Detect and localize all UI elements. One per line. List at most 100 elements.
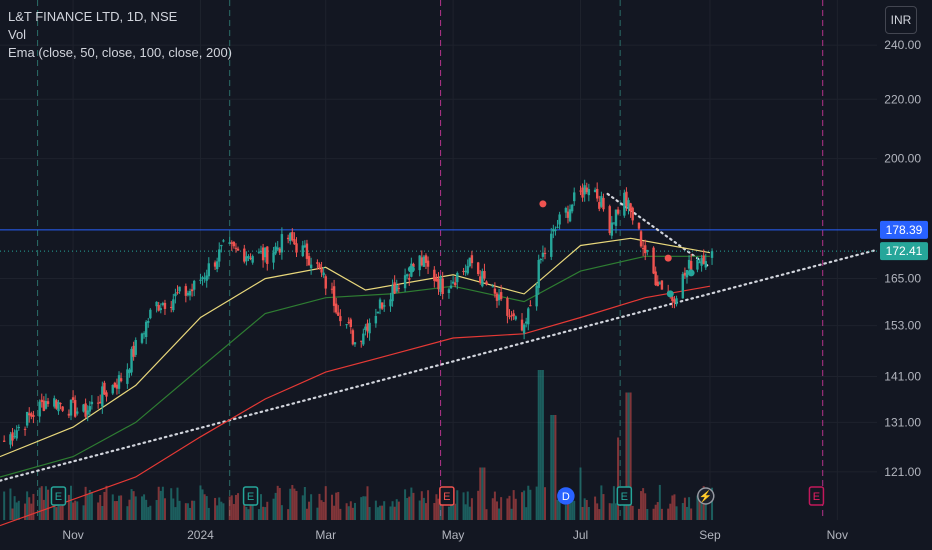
candle-body[interactable] [508,316,511,318]
candle-body[interactable] [186,292,190,296]
candle-body[interactable] [69,399,73,416]
candle-body[interactable] [554,229,557,231]
candle-body[interactable] [405,274,409,277]
candle-body[interactable] [366,323,369,332]
candle-body[interactable] [470,255,474,264]
candle-body[interactable] [646,250,649,252]
candle-body[interactable] [468,257,472,267]
candle-body[interactable] [291,232,294,241]
candle-body[interactable] [610,222,614,236]
candle-body[interactable] [612,222,616,224]
candle-body[interactable] [199,279,202,281]
candle-body[interactable] [479,276,482,283]
candle-body[interactable] [263,247,267,258]
candle-body[interactable] [585,187,588,193]
candle-body[interactable] [493,288,497,294]
candle-body[interactable] [215,261,219,270]
candle-body[interactable] [132,345,135,357]
candle-body[interactable] [257,251,261,253]
candle-body[interactable] [266,246,269,264]
candle-body[interactable] [324,276,327,289]
currency-button[interactable]: INR [885,6,917,34]
candle-body[interactable] [207,263,211,277]
event-marker-earnings[interactable] [616,486,633,506]
candle-body[interactable] [9,434,12,445]
candle-body[interactable] [84,403,87,417]
candle-body[interactable] [188,290,192,296]
candle-body[interactable] [483,270,486,279]
candle-body[interactable] [161,303,165,305]
candle-body[interactable] [616,209,620,214]
candle-body[interactable] [243,248,246,262]
event-marker-earnings[interactable] [242,486,259,506]
candle-body[interactable] [201,277,204,280]
candle-body[interactable] [347,322,350,324]
candle-body[interactable] [537,259,540,288]
candle-body[interactable] [570,204,574,212]
candle-body[interactable] [222,240,225,242]
candle-body[interactable] [514,316,517,320]
candle-body[interactable] [320,268,323,273]
candle-body[interactable] [113,382,117,388]
candle-body[interactable] [280,234,284,253]
trendline[interactable] [0,248,879,482]
candle-body[interactable] [700,258,703,266]
candle-body[interactable] [696,259,699,270]
candle-body[interactable] [247,256,250,259]
candle-body[interactable] [119,378,123,382]
candle-body[interactable] [261,247,265,261]
candle-body[interactable] [55,400,58,409]
candle-body[interactable] [259,251,263,253]
event-marker-earnings-negative[interactable] [439,486,455,506]
candle-body[interactable] [67,413,71,416]
candle-body[interactable] [652,247,655,274]
candle-body[interactable] [497,294,501,301]
candle-body[interactable] [134,340,137,355]
candle-body[interactable] [88,406,91,412]
candle-body[interactable] [170,306,173,308]
candle-body[interactable] [245,256,248,262]
candle-body[interactable] [76,411,79,414]
candle-body[interactable] [689,260,693,272]
candle-body[interactable] [687,259,691,269]
candle-body[interactable] [698,262,701,264]
candle-body[interactable] [130,348,133,373]
candle-body[interactable] [426,260,430,267]
candle-body[interactable] [61,406,64,411]
candle-body[interactable] [449,285,453,289]
candle-body[interactable] [101,386,104,407]
candle-body[interactable] [337,312,340,316]
candle-body[interactable] [581,187,584,198]
candle-body[interactable] [587,189,591,196]
candle-body[interactable] [499,292,503,300]
candle-body[interactable] [25,411,29,426]
candle-body[interactable] [639,231,643,247]
candle-body[interactable] [276,247,279,250]
candle-body[interactable] [568,209,572,222]
candle-body[interactable] [395,285,398,292]
candle-body[interactable] [481,271,484,287]
event-marker-split[interactable] [697,487,715,505]
candle-body[interactable] [213,262,217,267]
candle-body[interactable] [422,256,426,267]
candle-body[interactable] [15,430,18,439]
candle-body[interactable] [543,252,547,254]
candle-body[interactable] [512,313,515,317]
candle-body[interactable] [339,316,342,322]
candle-body[interactable] [454,282,457,286]
candle-body[interactable] [660,280,664,290]
candle-body[interactable] [360,340,363,342]
candle-body[interactable] [393,282,396,294]
candle-body[interactable] [289,233,292,242]
symbol-title[interactable]: L&T FINANCE LTD, 1D, NSE [8,9,178,24]
candle-body[interactable] [424,255,428,263]
candle-body[interactable] [566,211,570,218]
candle-body[interactable] [681,274,685,299]
candle-body[interactable] [598,202,601,209]
candle-body[interactable] [378,299,382,309]
candle-body[interactable] [73,400,77,417]
candle-body[interactable] [641,248,645,250]
candle-body[interactable] [637,222,641,229]
candle-body[interactable] [595,188,599,199]
candle-body[interactable] [147,320,150,323]
